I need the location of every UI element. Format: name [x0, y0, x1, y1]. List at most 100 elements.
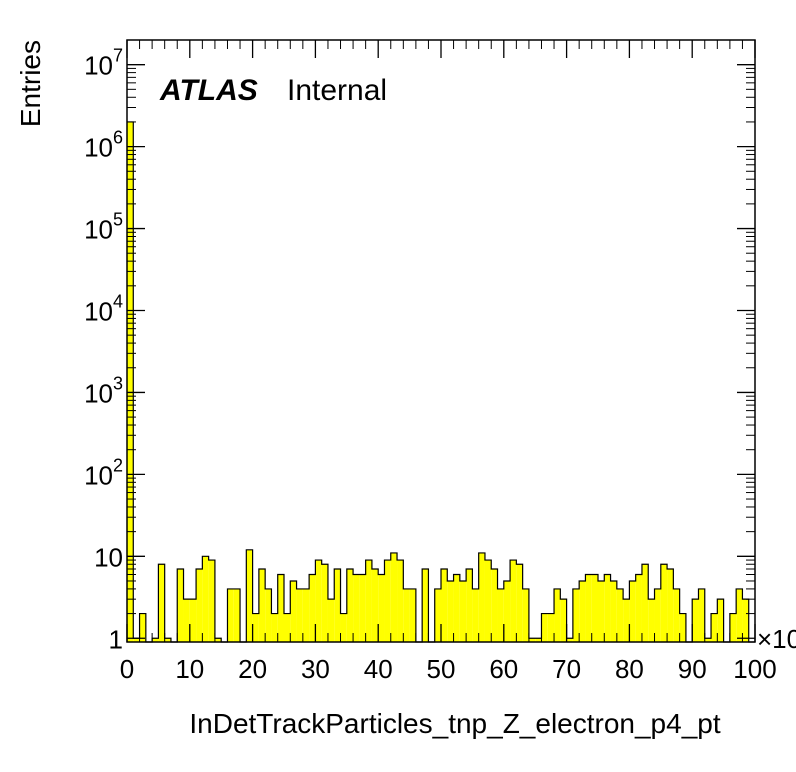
x-tick-label: 80 — [615, 654, 644, 684]
histogram-bin — [409, 588, 416, 642]
histogram-bin — [673, 588, 680, 642]
x-tick-label: 30 — [301, 654, 330, 684]
histogram-bin — [635, 574, 642, 642]
histogram-bin — [327, 599, 335, 642]
histogram-bin — [484, 560, 492, 642]
histogram-bin — [610, 580, 617, 642]
histogram-bin — [397, 560, 404, 642]
histogram-bin — [152, 638, 159, 642]
histogram-bin — [616, 588, 624, 642]
histogram-bin — [516, 564, 523, 642]
y-tick-label: 105 — [84, 210, 123, 245]
histogram-bin — [164, 638, 171, 642]
x-tick-label: 90 — [678, 654, 707, 684]
histogram-bin — [434, 588, 441, 642]
histogram-bin — [598, 580, 605, 642]
y-tick-label: 104 — [84, 291, 123, 326]
histogram-bin — [202, 556, 209, 642]
histogram-bin — [353, 574, 360, 642]
histogram-bin — [679, 613, 686, 642]
x-tick-label: 10 — [175, 654, 204, 684]
histogram-bin — [623, 599, 630, 642]
histogram-bin — [547, 613, 555, 642]
histogram-bin — [246, 549, 253, 642]
plot-frame — [126, 39, 756, 643]
histogram-bin — [585, 574, 592, 642]
histogram-bin — [554, 588, 561, 642]
x-tick-label: 40 — [364, 654, 393, 684]
histogram-bin — [522, 588, 529, 642]
y-tick-label: 1 — [109, 624, 123, 654]
y-tick-label: 10 — [94, 542, 123, 572]
histogram-bin — [591, 574, 598, 642]
histogram-bin — [158, 564, 165, 642]
histogram-bin — [384, 560, 391, 642]
y-tick-label: 103 — [84, 373, 123, 408]
histogram-bin — [698, 588, 705, 642]
histogram-bin — [478, 552, 485, 642]
histogram-bin — [528, 638, 536, 642]
x-tick-label: 0 — [120, 654, 134, 684]
atlas-sublabel: Internal — [287, 74, 387, 107]
histogram-bin — [284, 613, 291, 642]
histogram-bin — [290, 580, 297, 642]
histogram-bin — [258, 569, 266, 642]
histogram-bin — [604, 574, 611, 642]
histogram-bin — [692, 599, 699, 642]
histogram-bin — [459, 580, 467, 642]
histogram-bin — [629, 580, 636, 642]
x-tick-label: 50 — [427, 654, 456, 684]
histogram-bin — [346, 569, 354, 642]
x-tick-label: 60 — [489, 654, 518, 684]
histogram-bin — [315, 560, 322, 642]
histogram-bin — [641, 564, 649, 642]
x-tick-labels: 0 10 20 30 40 50 60 70 80 90 100 — [120, 654, 777, 684]
histogram-bin — [309, 574, 316, 642]
histogram-bin — [196, 569, 203, 642]
histogram-bin — [660, 564, 668, 642]
x-multiplier-label: ×10 — [757, 624, 796, 654]
histogram-bin — [302, 588, 310, 642]
histogram-bin — [503, 580, 511, 642]
histogram-bin — [472, 588, 479, 642]
histogram-bin — [177, 569, 184, 642]
histogram-bin — [510, 560, 517, 642]
histogram-bin — [711, 613, 718, 642]
histogram-bin — [704, 638, 712, 642]
histogram-bin — [233, 588, 241, 642]
histogram-bin — [560, 599, 567, 642]
histogram-bin — [579, 580, 586, 642]
histogram-bin — [359, 574, 366, 642]
histogram-bin — [334, 569, 341, 642]
histogram-bin — [447, 580, 454, 642]
y-tick-label: 102 — [84, 455, 123, 490]
y-tick-label: 106 — [84, 128, 123, 163]
histogram-bin — [139, 613, 146, 642]
histogram-bin — [127, 121, 134, 642]
histogram-bin — [441, 569, 448, 642]
histogram-bin — [422, 569, 429, 642]
histogram-bin — [541, 613, 548, 642]
histogram-bin — [265, 588, 272, 642]
histogram-bin — [252, 613, 259, 642]
x-tick-label: 20 — [238, 654, 267, 684]
y-axis-title: Entries — [15, 40, 46, 127]
axis-major-ticks — [126, 40, 756, 642]
histogram-bin — [497, 588, 504, 642]
x-tick-label: 70 — [552, 654, 581, 684]
histogram-bin — [654, 588, 661, 642]
histogram-bin — [717, 599, 724, 642]
histogram-bin — [183, 599, 190, 642]
histogram-bin — [340, 613, 347, 642]
histogram-bin — [365, 560, 372, 642]
histogram-bin — [491, 569, 498, 642]
histogram-bin — [535, 638, 542, 642]
histogram-bin — [736, 588, 743, 642]
histogram-bars — [127, 121, 755, 643]
histogram-bin — [466, 569, 473, 642]
x-axis-title: InDetTrackParticles_tnp_Z_electron_p4_pt — [189, 708, 720, 739]
y-tick-label: 107 — [84, 46, 123, 81]
histogram-bin — [453, 574, 460, 642]
histogram-bin — [133, 638, 140, 642]
